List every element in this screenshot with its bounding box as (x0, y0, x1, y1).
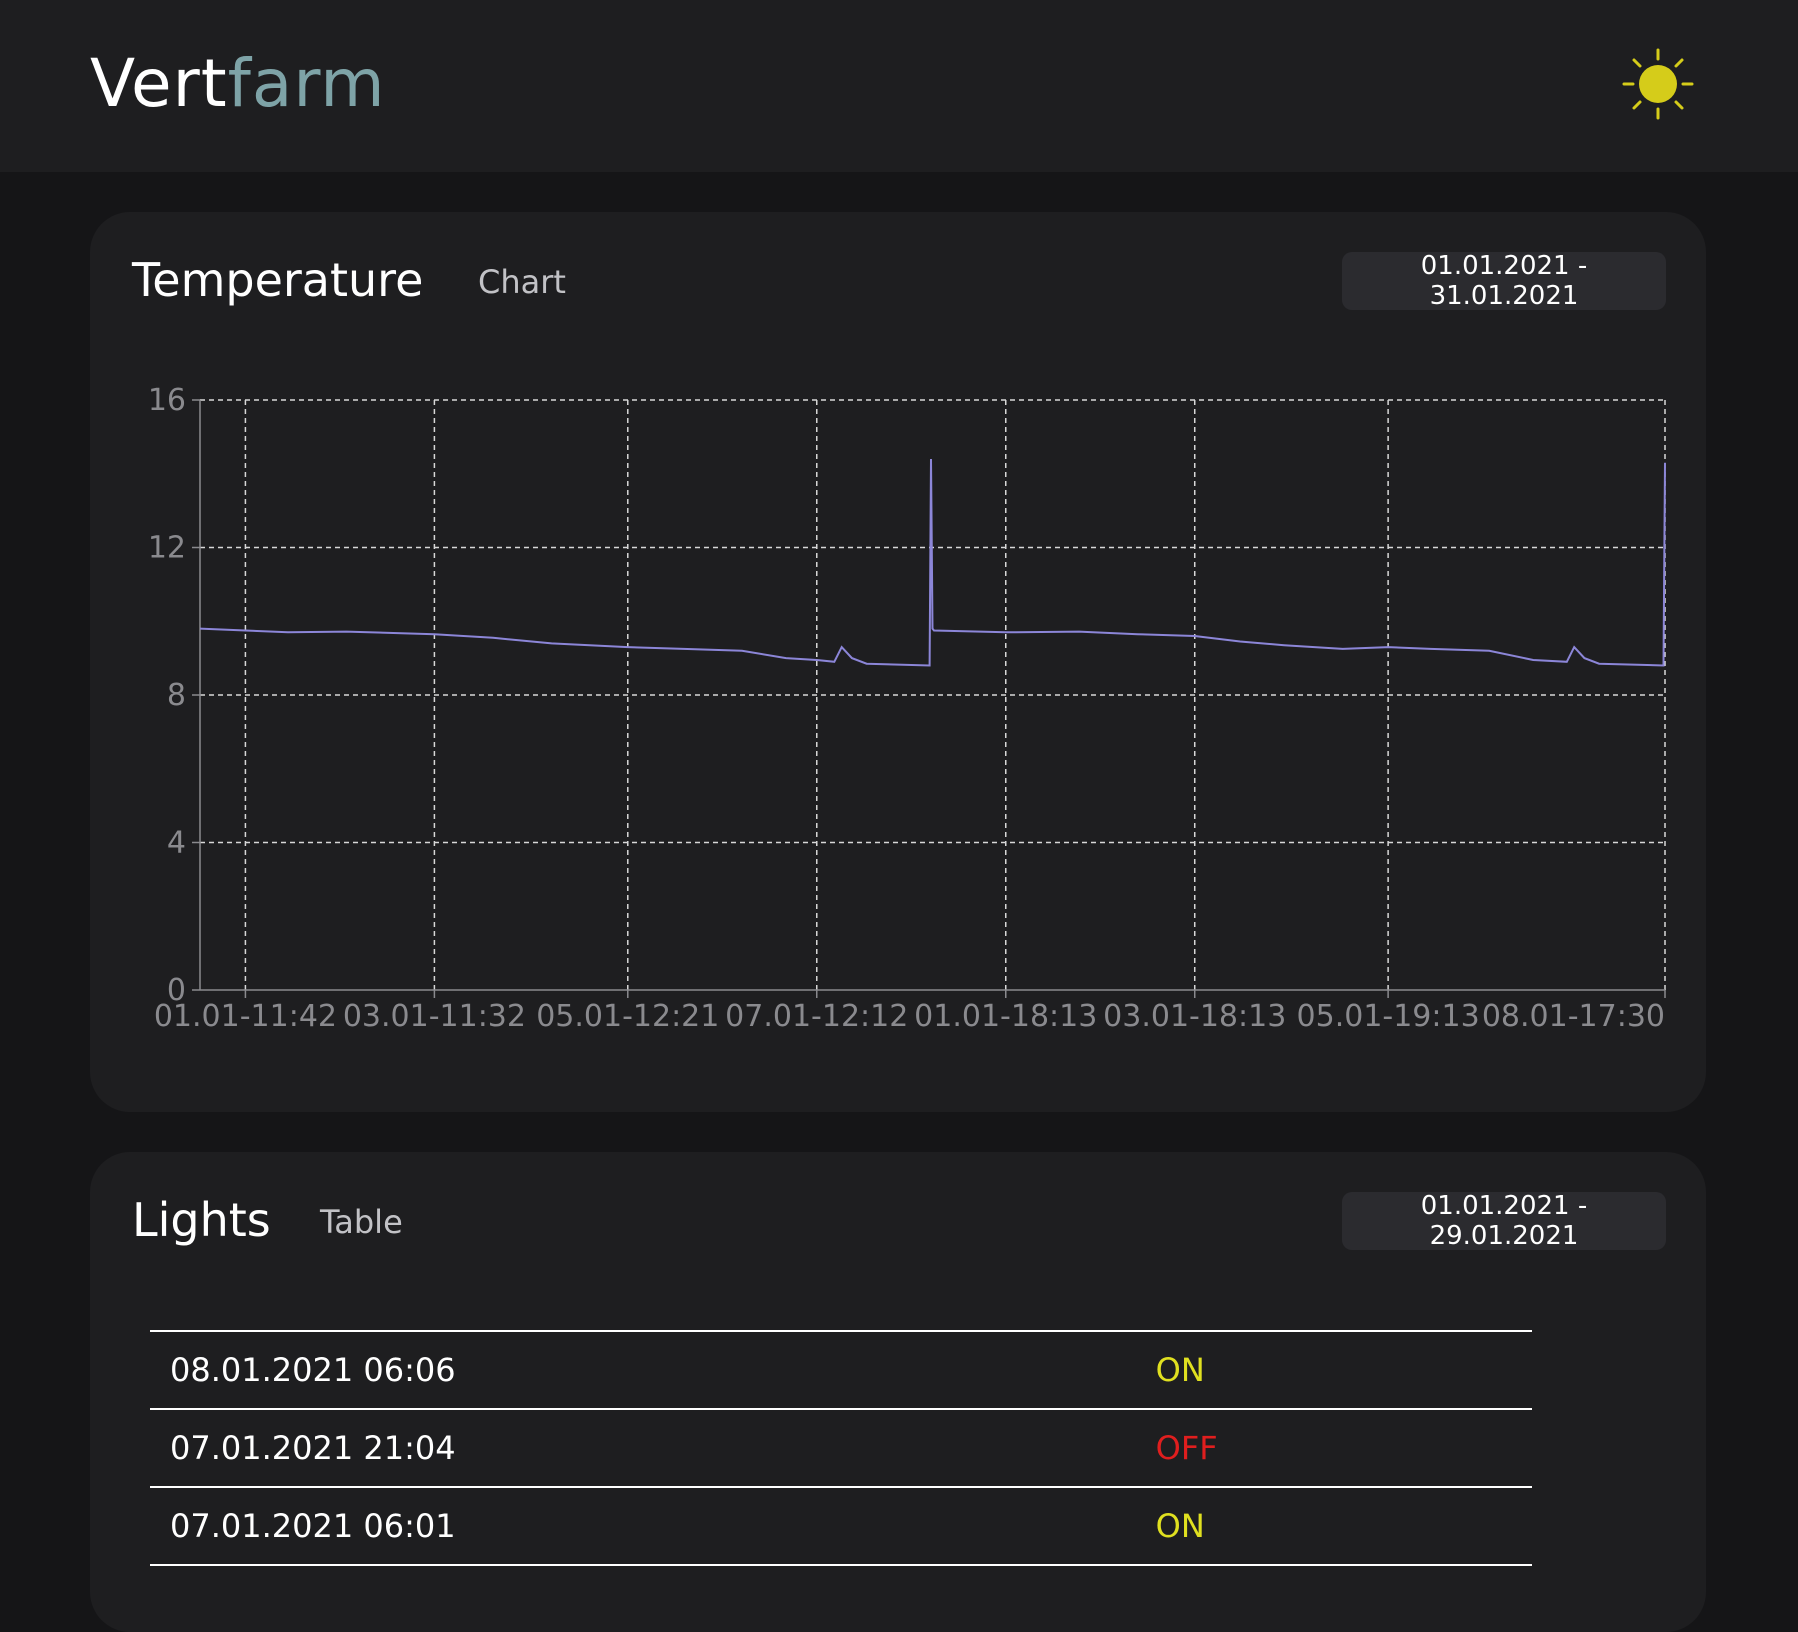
y-tick-label: 12 (148, 531, 186, 566)
y-tick-label: 4 (167, 826, 186, 861)
temperature-chart: 0 4 8 12 16 01.01-11:42 03.01-11:32 05.01-12:21… (148, 383, 1666, 1034)
sun-icon[interactable] (1620, 46, 1696, 122)
x-tick-label: 01.01-11:42 (154, 999, 337, 1034)
lights-row-time: 07.01.2021 06:01 (150, 1486, 1156, 1566)
lights-card: Lights Table 01.01.2021 - 29.01.2021 08.… (90, 1152, 1706, 1632)
lights-row-time: 08.01.2021 06:06 (150, 1330, 1156, 1410)
lights-row-status: ON (1155, 1486, 1532, 1566)
x-tick-label: 08.01-17:30 (1482, 999, 1665, 1034)
temperature-series-line (199, 458, 1666, 667)
table-row: 08.01.2021 06:06 ON (150, 1330, 1532, 1410)
lights-row-time: 07.01.2021 21:04 (150, 1408, 1156, 1488)
table-row: 07.01.2021 06:01 ON (150, 1486, 1532, 1566)
y-tick-label: 8 (167, 678, 186, 713)
temperature-title: Temperature (132, 253, 424, 307)
x-tick-label: 05.01-19:13 (1297, 999, 1480, 1034)
lights-title: Lights (132, 1193, 271, 1247)
x-tick-label: 01.01-18:13 (914, 999, 1097, 1034)
x-tick-label: 07.01-12:12 (725, 999, 908, 1034)
lights-row-status: OFF (1155, 1408, 1532, 1488)
x-tick-label: 05.01-12:21 (536, 999, 719, 1034)
table-row: 07.01.2021 21:04 OFF (150, 1408, 1532, 1488)
lights-row-status: ON (1155, 1330, 1532, 1410)
lights-table: 08.01.2021 06:06 ON 07.01.2021 21:04 OFF 07.… (150, 1330, 1532, 1566)
temperature-view-label[interactable]: Chart (478, 263, 566, 301)
x-tick-label: 03.01-18:13 (1103, 999, 1286, 1034)
y-tick-label: 0 (167, 973, 186, 1008)
brand-part-1: Vert (90, 45, 228, 122)
x-tick-label: 03.01-11:32 (343, 999, 526, 1034)
sun-icon-graphic (1622, 48, 1694, 120)
app-header: Vertfarm (0, 0, 1798, 172)
lights-date-range-button[interactable]: 01.01.2021 - 29.01.2021 (1342, 1191, 1666, 1251)
temperature-card: Temperature Chart 01.01.2021 - 31.01.202… (90, 212, 1706, 1112)
lights-view-label[interactable]: Table (320, 1203, 403, 1241)
y-tick-label: 16 (148, 383, 186, 418)
brand-part-2: farm (227, 45, 386, 122)
brand-logo[interactable]: Vertfarm (90, 44, 386, 124)
temperature-date-range-button[interactable]: 01.01.2021 - 31.01.2021 (1342, 251, 1666, 311)
